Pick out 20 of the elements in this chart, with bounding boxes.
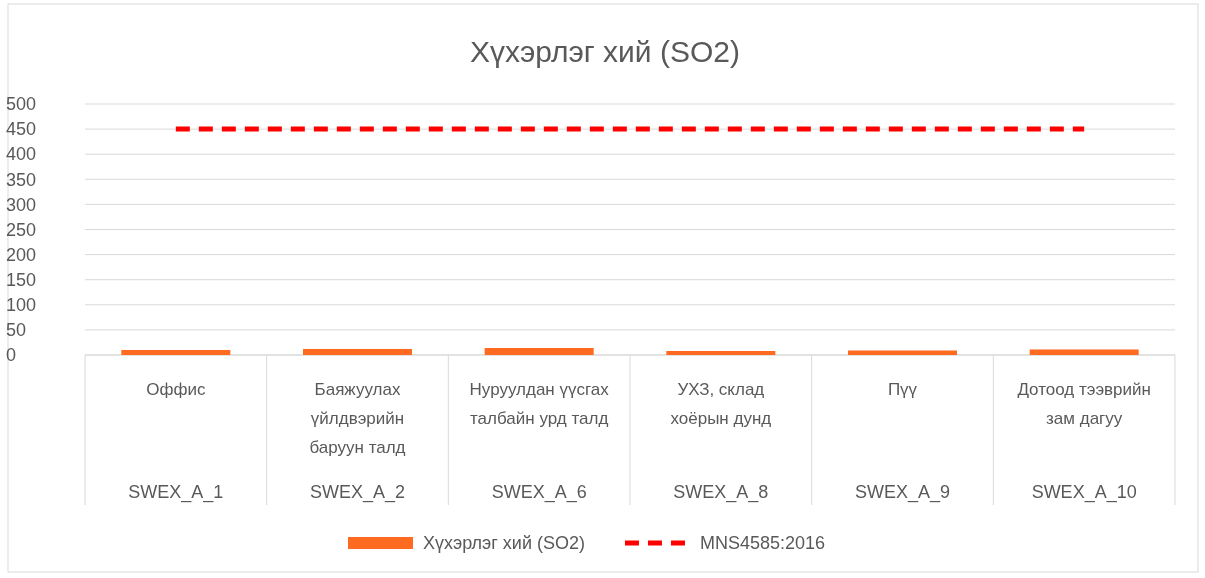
y-tick-label: 250 [6, 219, 37, 240]
category-label: Пүү SWEX_A_9 [854, 380, 951, 502]
category-label: Баяжуулах үйлдвэрийн баруун талд SWEX_A_2 [309, 380, 406, 502]
category-label: Оффис SWEX_A_1 [128, 380, 224, 502]
y-tick-label: 450 [6, 119, 37, 140]
y-tick-label: 50 [6, 320, 27, 341]
y-tick-label: 350 [6, 169, 37, 190]
y-tick-label: 150 [6, 269, 37, 290]
y-tick-label: 100 [6, 295, 37, 316]
y-tick-label: 300 [6, 194, 37, 215]
y-tick-label: 400 [6, 144, 37, 165]
category-label: УХЗ, склад хоёрын дунд SWEX_A_8 [670, 380, 772, 502]
chart-title: Хүхэрлэг хий (SO2) [470, 35, 740, 68]
legend-label: MNS4585:2016 [699, 533, 826, 553]
legend-label: Хүхэрлэг хий (SO2) [423, 533, 585, 553]
y-tick-label: 200 [6, 244, 37, 265]
y-tick-label: 0 [6, 345, 17, 366]
category-label: Дотоод тээврийн зам дагуу SWEX_A_10 [1017, 380, 1151, 502]
y-tick-label: 500 [6, 94, 37, 115]
category-label: Нуруулдан үүсгах талбайн урд талд SWEX_A_6 [469, 380, 609, 502]
